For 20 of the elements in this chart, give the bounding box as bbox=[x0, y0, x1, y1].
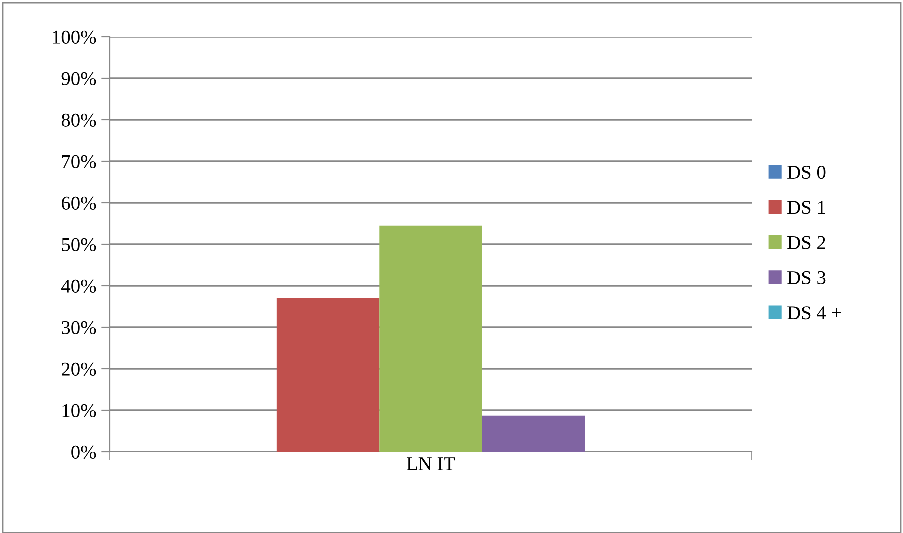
y-tick-label: 80% bbox=[62, 114, 96, 127]
y-tick-label: 60% bbox=[62, 196, 96, 210]
y-tick-label: 40% bbox=[62, 280, 96, 293]
y-tick-label: 90% bbox=[62, 72, 96, 86]
bar bbox=[482, 416, 586, 452]
bar bbox=[276, 298, 380, 452]
legend-label: DS 3 bbox=[788, 271, 826, 284]
legend-label: DS 1 bbox=[788, 201, 826, 214]
y-tick-label: 100% bbox=[53, 30, 96, 44]
y-tick-label: 20% bbox=[62, 362, 96, 376]
x-tick-label: LN IT bbox=[406, 458, 456, 470]
legend-label: DS 0 bbox=[788, 166, 826, 180]
bar bbox=[380, 226, 482, 452]
y-tick-label: 70% bbox=[62, 155, 96, 168]
y-tick-label: 0% bbox=[72, 446, 96, 459]
y-tick-label: 30% bbox=[62, 321, 96, 334]
y-tick-label: 50% bbox=[62, 238, 96, 252]
legend-label: DS 4 + bbox=[788, 306, 842, 320]
y-tick-label: 10% bbox=[62, 404, 96, 418]
legend-label: DS 2 bbox=[788, 236, 826, 250]
